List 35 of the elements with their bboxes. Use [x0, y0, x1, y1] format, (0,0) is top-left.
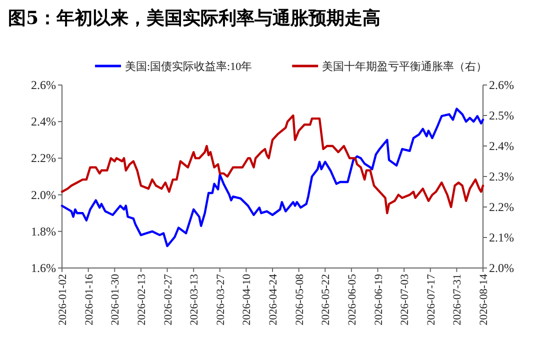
y2-tick-label: 2.2% [489, 200, 514, 214]
x-tick-label: 2026-07-03 [399, 274, 412, 326]
y-tick-label: 2.6% [31, 78, 56, 92]
x-tick-label: 2026-01-30 [110, 274, 122, 326]
x-tick-label: 2026-05-08 [294, 274, 306, 326]
y2-tick-label: 2.6% [489, 78, 514, 92]
y-tick-label: 2.0% [31, 188, 56, 202]
y2-tick-label: 2.3% [489, 170, 514, 184]
y-tick-label: 1.8% [31, 224, 56, 238]
x-tick-label: 2026-04-24 [268, 274, 280, 326]
line-series [60, 114, 484, 214]
x-tick-label: 2026-06-19 [372, 274, 385, 326]
x-tick-label: 2026-08-14 [478, 274, 490, 326]
x-tick-label: 2026-03-13 [188, 274, 201, 326]
x-tick-label: 2026-01-16 [83, 274, 96, 326]
legend-label: 美国十年期盈亏平衡通胀率（右） [322, 60, 488, 73]
chart-title: 图5：年初以来，美国实际利率与通胀预期走高 [8, 8, 381, 29]
x-tick-label: 2026-05-22 [320, 274, 332, 326]
y-tick-label: 2.4% [31, 114, 56, 129]
x-tick-label: 2026-04-10 [241, 274, 254, 326]
x-tick-label: 2026-02-27 [162, 274, 174, 326]
y2-tick-label: 2.5% [489, 108, 514, 122]
x-tick-label: 2026-07-31 [452, 274, 464, 326]
y2-tick-label: 2.1% [489, 230, 514, 244]
x-tick-label: 2026-07-17 [425, 274, 438, 326]
x-tick-label: 2026-03-27 [214, 274, 227, 326]
line-series [60, 108, 484, 248]
y-tick-label: 2.2% [31, 151, 56, 166]
y2-tick-label: 2.0% [489, 261, 514, 275]
x-tick-label: 2026-06-05 [346, 274, 358, 326]
legend-label: 美国:国债实际收益率:10年 [125, 60, 252, 73]
y-tick-label: 1.6% [31, 261, 56, 275]
x-tick-label: 2026-02-13 [136, 274, 148, 326]
x-tick-label: 2026-01-02 [57, 274, 69, 326]
y2-tick-label: 2.4% [489, 139, 514, 153]
